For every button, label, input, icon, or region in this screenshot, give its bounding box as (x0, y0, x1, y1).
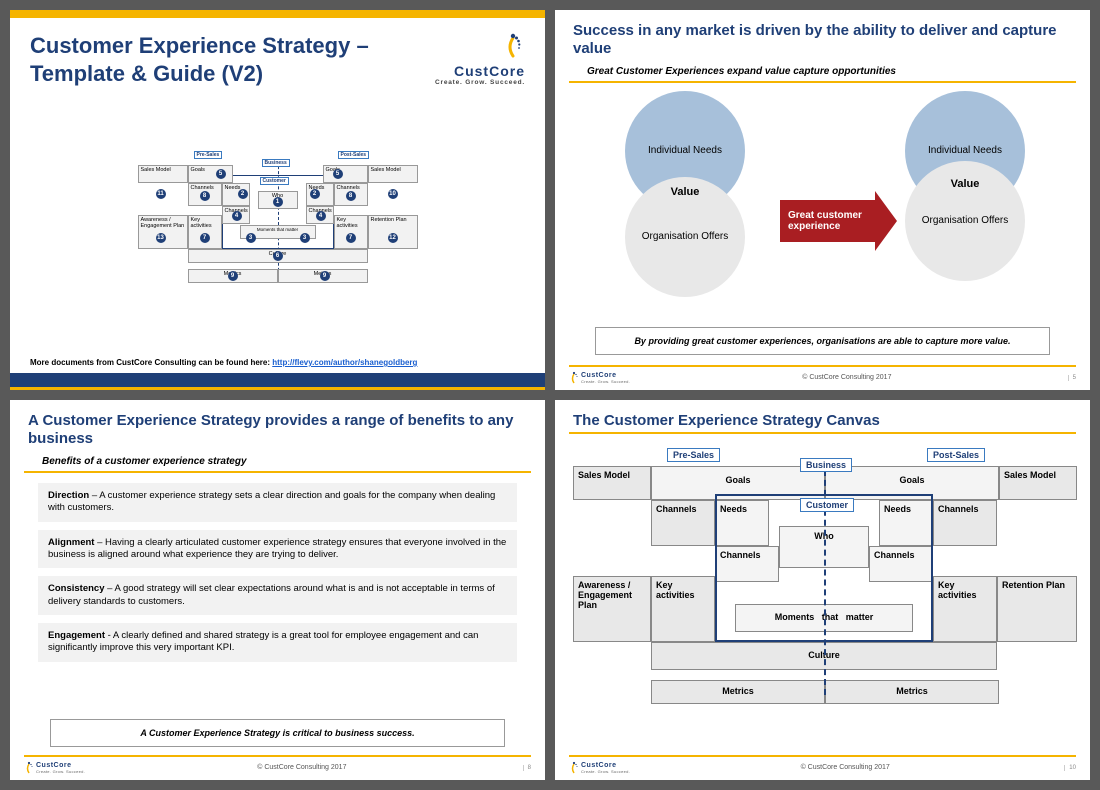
canvas-num: 2 (310, 189, 320, 199)
canvas-num: 7 (346, 233, 356, 243)
box-needs-l: Needs (715, 500, 769, 546)
tag-pre-sales: Pre-Sales (667, 448, 720, 462)
box-sales-model-r: Sales Model (368, 165, 418, 183)
tag-business: Business (262, 159, 290, 167)
slide-caption: By providing great customer experiences,… (595, 327, 1050, 355)
footer-logo: CustCoreCreate. Grow. Succeed. (569, 761, 630, 774)
tag-post-sales: Post-Sales (927, 448, 985, 462)
slide-1-title: Customer Experience Strategy – Template … (10, 10, 545, 390)
canvas-num: 8 (200, 191, 210, 201)
copyright: © CustCore Consulting 2017 (801, 764, 890, 771)
box-retention: Retention Plan (997, 576, 1077, 642)
mini-canvas-diagram: Pre-Sales Business Post-Sales Customer S… (10, 87, 545, 354)
slide-3-benefits: A Customer Experience Strategy provides … (10, 400, 545, 780)
slide-caption: A Customer Experience Strategy is critic… (50, 719, 505, 747)
slide-title: Success in any market is driven by the a… (555, 10, 1090, 64)
box-metrics-l: Metrics (651, 680, 825, 704)
main-title: Customer Experience Strategy – Template … (30, 32, 370, 87)
canvas-num: 4 (316, 211, 326, 221)
venn-after: Individual Needs Organisation Offers Val… (895, 91, 1035, 291)
canvas-num: 9 (228, 271, 238, 281)
box-key-l: Key activities (651, 576, 715, 642)
canvas-num: 9 (320, 271, 330, 281)
venn-value-label: Value (615, 186, 755, 198)
canvas-num: 7 (200, 233, 210, 243)
canvas-num: 5 (333, 169, 343, 179)
canvas-num: 6 (273, 251, 283, 261)
box-metrics-r: Metrics (825, 680, 999, 704)
page-number: 10 (1064, 765, 1076, 771)
canvas-num: 10 (388, 189, 398, 199)
benefit-engagement: Engagement - A clearly defined and share… (38, 623, 517, 662)
box-key-r: Key activities (933, 576, 997, 642)
box-goals-r: Goals (323, 165, 368, 183)
canvas-num: 3 (246, 233, 256, 243)
logo-name: CustCore (435, 63, 525, 79)
slide-subtitle: Benefits of a customer experience strate… (24, 454, 531, 473)
box-awareness: Awareness / Engagement Plan (138, 215, 188, 249)
canvas-num: 11 (156, 189, 166, 199)
tag-business: Business (800, 458, 852, 472)
canvas-num: 2 (238, 189, 248, 199)
box-sales-model-l: Sales Model (138, 165, 188, 183)
page-number: 5 (1068, 375, 1076, 381)
box-retention: Retention Plan (368, 215, 418, 249)
box-goals-l: Goals (651, 466, 825, 500)
box-needs-r: Needs (879, 500, 933, 546)
box-key-r: Key activities (334, 215, 368, 249)
box-key-l: Key activities (188, 215, 222, 249)
copyright: © CustCore Consulting 2017 (802, 374, 891, 381)
canvas-num: 5 (216, 169, 226, 179)
canvas-num: 8 (346, 191, 356, 201)
benefit-consistency: Consistency – A good strategy will set c… (38, 576, 517, 615)
benefit-alignment: Alignment – Having a clearly articulated… (38, 530, 517, 569)
box-channels-tr: Channels (933, 500, 997, 546)
venn-value-label: Value (895, 178, 1035, 190)
canvas-num: 13 (156, 233, 166, 243)
gold-footer-bar (10, 387, 545, 390)
box-channels-tl: Channels (651, 500, 715, 546)
strategy-canvas: Pre-Sales Business Post-Sales Customer S… (573, 448, 1072, 751)
tag-customer: Customer (800, 498, 854, 512)
canvas-num: 12 (388, 233, 398, 243)
slide-title: The Customer Experience Strategy Canvas (555, 400, 1090, 432)
tag-pre-sales: Pre-Sales (194, 151, 223, 159)
gold-top-bar (10, 10, 545, 18)
venn-before: Individual Needs Organisation Offers Val… (615, 91, 755, 291)
great-cx-arrow: Great customer experience (780, 191, 897, 251)
page-number: 8 (523, 765, 531, 771)
box-awareness: Awareness / Engagement Plan (573, 576, 651, 642)
flevy-link[interactable]: http://flevy.com/author/shanegoldberg (272, 358, 417, 367)
canvas-num: 3 (300, 233, 310, 243)
box-sales-model-r: Sales Model (999, 466, 1077, 500)
box-channels-mr: Channels (869, 546, 933, 582)
logo-tagline: Create. Grow. Succeed. (435, 79, 525, 86)
benefit-direction: Direction – A customer experience strate… (38, 483, 517, 522)
blue-footer-bar (10, 373, 545, 387)
canvas-num: 4 (232, 211, 242, 221)
canvas-num: 1 (273, 197, 283, 207)
box-channels-ml: Channels (715, 546, 779, 582)
box-sales-model-l: Sales Model (573, 466, 651, 500)
tag-customer: Customer (260, 177, 289, 185)
slide-subtitle: Great Customer Experiences expand value … (569, 64, 1076, 83)
slide-2-value: Success in any market is driven by the a… (555, 10, 1090, 390)
custcore-logo: CustCore Create. Grow. Succeed. (435, 32, 525, 86)
footer-link-text: More documents from CustCore Consulting … (10, 354, 545, 373)
footer-logo: CustCoreCreate. Grow. Succeed. (569, 371, 630, 384)
slide-title: A Customer Experience Strategy provides … (10, 400, 545, 454)
footer-logo: CustCoreCreate. Grow. Succeed. (24, 761, 85, 774)
slide-4-canvas: The Customer Experience Strategy Canvas … (555, 400, 1090, 780)
copyright: © CustCore Consulting 2017 (257, 764, 346, 771)
box-goals-l: Goals (188, 165, 233, 183)
tag-post-sales: Post-Sales (338, 151, 370, 159)
